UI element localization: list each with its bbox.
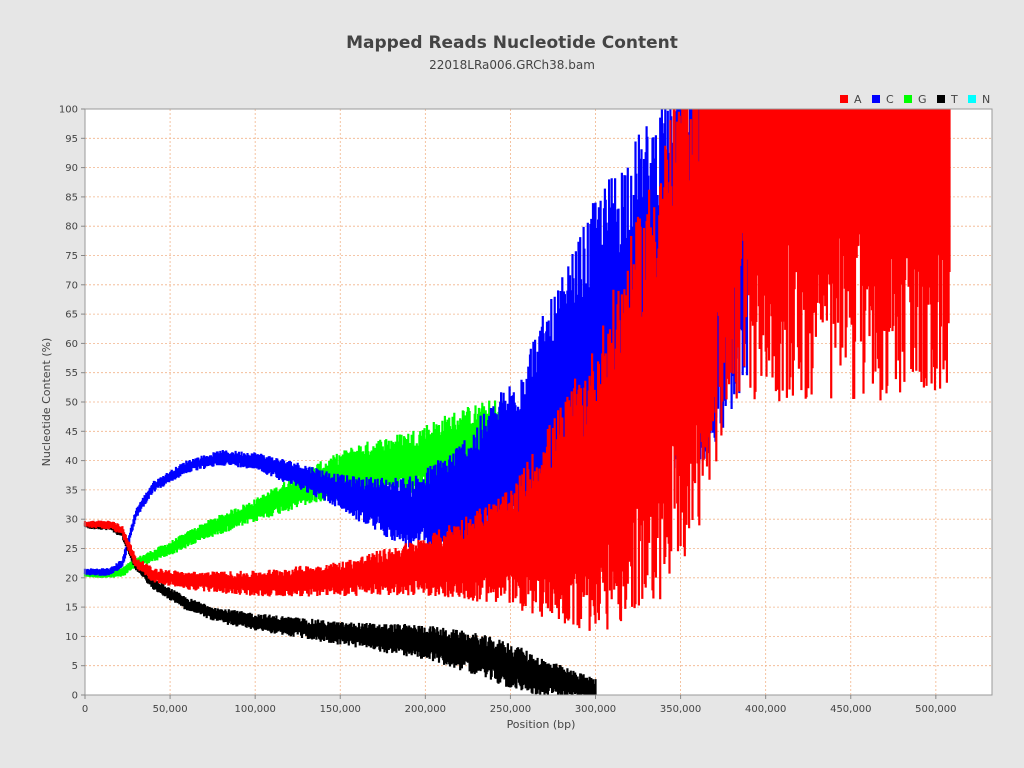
chart-subtitle: 22018LRa006.GRCh38.bam xyxy=(429,58,595,72)
y-tick-label: 100 xyxy=(59,105,78,116)
legend-label-g: G xyxy=(918,93,927,106)
legend-label-n: N xyxy=(982,93,990,106)
legend-swatch-t xyxy=(937,95,945,103)
y-tick-label: 65 xyxy=(65,310,78,321)
y-tick-label: 40 xyxy=(65,456,78,467)
y-tick-label: 45 xyxy=(65,427,78,438)
y-axis-label: Nucleotide Content (%) xyxy=(40,338,53,467)
y-tick-label: 30 xyxy=(65,515,78,526)
y-tick-label: 50 xyxy=(65,398,78,409)
legend-swatch-c xyxy=(872,95,880,103)
y-tick-label: 20 xyxy=(65,573,78,584)
legend-label-t: T xyxy=(950,93,958,106)
x-tick-label: 0 xyxy=(82,704,88,715)
y-tick-label: 25 xyxy=(65,544,78,555)
x-tick-label: 200,000 xyxy=(405,704,446,715)
y-tick-label: 15 xyxy=(65,603,78,614)
y-tick-label: 80 xyxy=(65,222,78,233)
y-tick-label: 55 xyxy=(65,368,78,379)
y-tick-label: 70 xyxy=(65,280,78,291)
y-tick-label: 95 xyxy=(65,134,78,145)
x-tick-label: 100,000 xyxy=(234,704,275,715)
x-tick-label: 50,000 xyxy=(153,704,188,715)
y-tick-label: 5 xyxy=(72,661,78,672)
y-tick-label: 75 xyxy=(65,251,78,262)
x-tick-label: 350,000 xyxy=(660,704,701,715)
y-tick-label: 90 xyxy=(65,163,78,174)
y-tick-label: 0 xyxy=(72,691,78,702)
x-tick-label: 150,000 xyxy=(320,704,361,715)
x-axis-label: Position (bp) xyxy=(507,718,576,731)
legend-label-a: A xyxy=(854,93,862,106)
y-axis: 0 5 10 15 20 25 30 35 40 45 50 55 60 65 70 75 80 85 90 95 10… xyxy=(59,105,85,702)
y-tick-label: 60 xyxy=(65,339,78,350)
legend-swatch-a xyxy=(840,95,848,103)
x-axis: 0 50,000 100,000 150,000 200,000 250,000 300,0… xyxy=(82,695,957,715)
legend-label-c: C xyxy=(886,93,894,106)
x-tick-label: 300,000 xyxy=(575,704,616,715)
y-tick-label: 35 xyxy=(65,485,78,496)
x-tick-label: 450,000 xyxy=(830,704,871,715)
x-tick-label: 400,000 xyxy=(745,704,786,715)
chart-title: Mapped Reads Nucleotide Content xyxy=(346,33,678,53)
x-tick-label: 250,000 xyxy=(490,704,531,715)
x-tick-label: 500,000 xyxy=(915,704,956,715)
y-tick-label: 10 xyxy=(65,632,78,643)
y-tick-label: 85 xyxy=(65,192,78,203)
legend-swatch-n xyxy=(968,95,976,103)
legend-swatch-g xyxy=(904,95,912,103)
